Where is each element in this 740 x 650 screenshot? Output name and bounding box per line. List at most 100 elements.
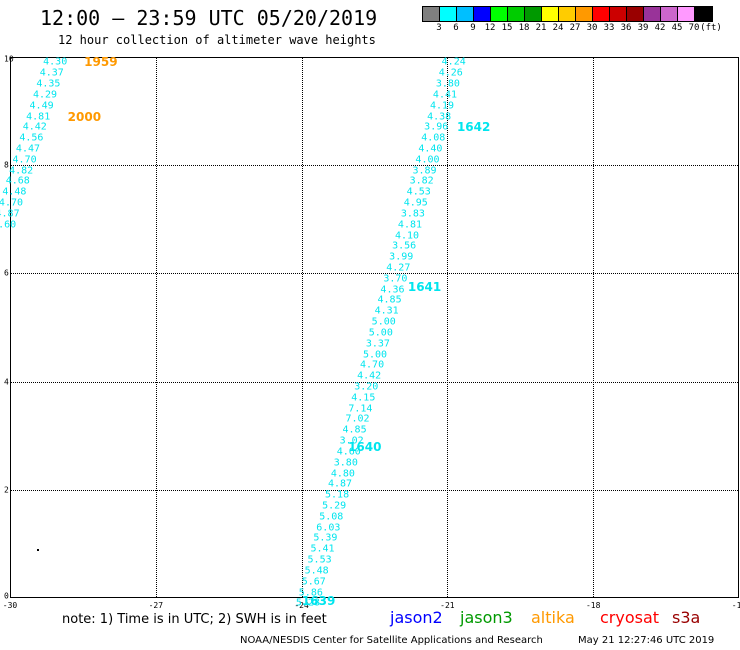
- legend-item-s3a: s3a: [672, 608, 701, 627]
- wave-height-value: 5.48: [304, 565, 329, 577]
- legend-item-jason3: jason3: [460, 608, 513, 627]
- wave-height-value: 4.40: [418, 143, 443, 155]
- wave-height-value: 3.56: [392, 240, 417, 252]
- wave-height-value: 4.85: [342, 424, 367, 436]
- wave-height-value: 4.08: [421, 132, 446, 144]
- pass-time-label: 1959: [84, 55, 118, 70]
- wave-height-value: 4.42: [22, 121, 47, 133]
- wave-height-value: 3.02: [339, 435, 364, 447]
- wave-height-value: 4.70: [0, 197, 24, 209]
- colorbar-label: 9: [470, 23, 476, 33]
- wave-height-value: 4.41: [432, 89, 458, 101]
- wave-height-value: 5.00: [362, 349, 388, 361]
- wave-height-value: 4.29: [32, 89, 58, 101]
- wave-height-value: 5.29: [322, 500, 347, 512]
- wave-height-value: 5.00: [368, 327, 393, 339]
- colorbar-swatch: [525, 7, 542, 21]
- colorbar-swatch: [593, 7, 610, 21]
- wave-height-value: 5.41: [310, 543, 335, 555]
- colorbar-label: 27: [569, 23, 581, 33]
- wave-height-value: 4.36: [380, 284, 405, 296]
- colorbar-swatch: [457, 7, 474, 21]
- pass-time-label: 1642: [456, 120, 491, 135]
- y-tick-label: 0: [4, 591, 9, 601]
- wave-height-value: 4.70: [12, 154, 37, 166]
- wave-height-value: 3.99: [389, 251, 414, 263]
- wave-height-value: 3.80: [435, 78, 460, 90]
- colorbar-label: 30: [586, 23, 598, 33]
- wave-height-value: 5.08: [319, 511, 344, 523]
- colorbar-swatch: [644, 7, 661, 21]
- colorbar-label: 36: [620, 23, 632, 33]
- map-subtitle: 12 hour collection of altimeter wave hei…: [58, 33, 376, 47]
- colorbar-swatch: [695, 7, 712, 21]
- wave-height-value: 3.37: [365, 338, 390, 350]
- y-tick-label: 8: [4, 160, 9, 170]
- wave-height-value: 4.26: [438, 67, 463, 79]
- wave-height-value: 4.10: [395, 230, 420, 242]
- colorbar-swatch: [576, 7, 593, 21]
- wave-height-value: 4.70: [360, 359, 385, 371]
- wave-height-value: 4.24: [441, 56, 466, 68]
- wave-height-value: 4.31: [374, 305, 399, 317]
- map-plot-area: [10, 57, 739, 598]
- x-tick-label: -30: [2, 601, 18, 610]
- wave-height-value: 4.81: [397, 219, 423, 231]
- wave-height-value: 5.18: [325, 489, 350, 501]
- wave-height-value: 3.96: [424, 121, 449, 133]
- wave-height-value: 5.28: [295, 597, 320, 609]
- colorbar-swatch: [559, 7, 576, 21]
- wave-height-value: 3.20: [354, 381, 379, 393]
- footer-note: note: 1) Time is in UTC; 2) SWH is in fe…: [62, 612, 327, 627]
- colorbar-swatch: [542, 7, 559, 21]
- wave-height-value: 4.15: [351, 392, 376, 404]
- wave-height-value: 4.56: [19, 132, 44, 144]
- legend-item-cryosat: cryosat: [600, 608, 660, 627]
- wave-height-value: 4.00: [415, 154, 440, 166]
- wave-height-value: 4.87: [0, 208, 20, 220]
- colorbar-label: 45: [671, 23, 683, 33]
- wave-height-value: 4.85: [377, 294, 402, 306]
- credit-line: NOAA/NESDIS Center for Satellite Applica…: [240, 635, 543, 646]
- gridline-horizontal: [11, 489, 738, 491]
- gridline-vertical: [447, 58, 449, 597]
- wave-height-value: 4.60: [336, 446, 361, 458]
- gridline-vertical: [593, 58, 595, 597]
- colorbar-label: 39: [637, 23, 649, 33]
- y-tick-label: 6: [4, 268, 9, 278]
- wave-height-value: 4.87: [327, 478, 353, 490]
- wave-height-value: 4.42: [357, 370, 382, 382]
- wave-height-value: 3.82: [409, 175, 434, 187]
- wave-height-value: 5.67: [301, 576, 326, 588]
- wave-height-value: 4.19: [430, 100, 455, 112]
- gridline-horizontal: [11, 381, 738, 383]
- legend-item-altika: altika: [531, 608, 575, 627]
- colorbar-swatch: [474, 7, 491, 21]
- gridline-horizontal: [11, 273, 738, 275]
- colorbar-swatch: [661, 7, 678, 21]
- map-title: 12:00 – 23:59 UTC 05/20/2019: [40, 6, 378, 30]
- wave-height-value: 3.70: [383, 273, 408, 285]
- wave-height-value: 5.53: [307, 554, 332, 566]
- island-marker: [37, 549, 39, 551]
- x-tick-label: -18: [585, 601, 601, 610]
- colorbar-label: 24: [552, 23, 564, 33]
- wave-height-value: 4.48: [2, 186, 27, 198]
- colorbar-swatch: [491, 7, 508, 21]
- colorbar-swatch: [440, 7, 457, 21]
- wave-height-value: 4.95: [403, 197, 428, 209]
- colorbar-label: 42: [654, 23, 666, 33]
- wave-height-value: 4.38: [427, 111, 452, 122]
- y-tick-label: 2: [4, 485, 9, 495]
- gridline-vertical: [155, 58, 157, 597]
- wave-height-value: 6.03: [316, 522, 341, 534]
- colorbar-swatch: [610, 7, 627, 21]
- x-tick-label: -21: [440, 601, 455, 610]
- wave-height-value: 4.81: [26, 111, 51, 122]
- wave-height-colorbar: [422, 6, 713, 22]
- gridline-vertical: [301, 58, 303, 597]
- colorbar-label: 6: [453, 23, 459, 33]
- gridline-horizontal: [11, 165, 738, 167]
- wave-height-value: 4.30: [43, 56, 68, 68]
- pass-time-label: 1639: [301, 593, 336, 608]
